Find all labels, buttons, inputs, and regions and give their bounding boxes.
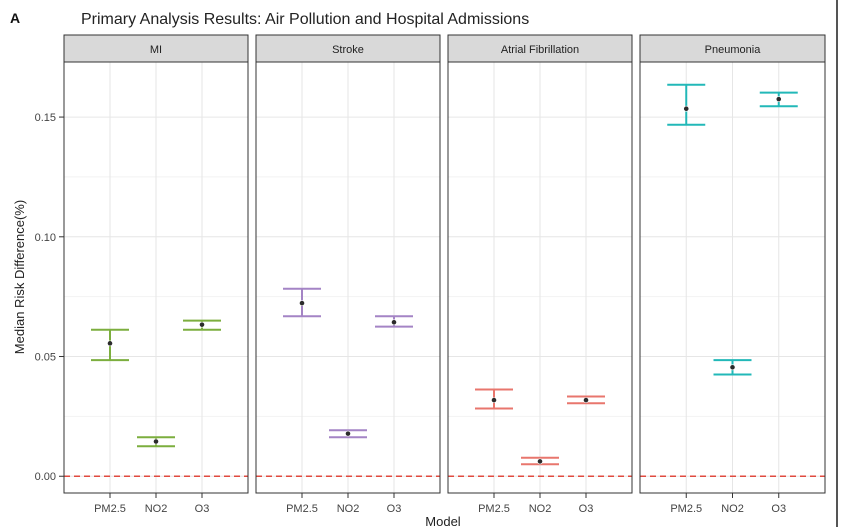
x-tick-label: PM2.5 [478, 503, 510, 515]
right-border [836, 0, 838, 527]
median-point [299, 300, 305, 307]
panel-strip-label: Atrial Fibrillation [501, 44, 579, 56]
x-tick-label: NO2 [529, 503, 552, 515]
median-point [153, 438, 159, 445]
x-tick-label: O3 [771, 503, 786, 515]
panel-strip [447, 34, 633, 63]
y-tick-label: 0.05 [35, 352, 56, 364]
x-tick-label: PM2.5 [286, 503, 318, 515]
x-axis-label: Model [425, 514, 461, 527]
panel-mi: MI PM2.5 NO2 O3 [63, 34, 249, 515]
panel-pneumonia: Pneumonia PM2.5 NO2 O3 [639, 34, 826, 515]
panel-letter: A [10, 10, 20, 26]
panel-atrial-fibrillation: Atrial Fibrillation PM2.5 NO2 O3 [447, 34, 633, 515]
y-axis: 0.00 0.05 0.10 0.15 [35, 112, 64, 483]
median-point [583, 397, 589, 403]
panel-strip-label: Pneumonia [705, 44, 762, 56]
panel-strip [255, 34, 441, 63]
chart-title: Primary Analysis Results: Air Pollution … [81, 11, 529, 28]
median-point [199, 321, 205, 328]
panel-border [447, 61, 633, 494]
panel-border [63, 61, 249, 494]
y-tick-label: 0.00 [35, 471, 56, 483]
x-tick-label: O3 [387, 503, 402, 515]
median-point [537, 458, 543, 465]
x-tick-label: O3 [579, 503, 594, 515]
median-point [775, 96, 782, 103]
panel-strip-label: Stroke [332, 44, 364, 56]
x-tick-label: NO2 [721, 503, 744, 515]
x-tick-label: NO2 [145, 503, 168, 515]
x-tick-label: PM2.5 [670, 503, 702, 515]
panel-strip [63, 34, 249, 63]
panel-stroke: Stroke PM2.5 NO2 O3 [255, 34, 441, 515]
median-point [729, 364, 736, 371]
x-tick-label: NO2 [337, 503, 360, 515]
y-tick-label: 0.10 [35, 232, 56, 244]
y-axis-label: Median Risk Difference(%) [12, 200, 27, 354]
panel-border [255, 61, 441, 494]
y-tick-label: 0.15 [35, 112, 56, 124]
median-point [391, 319, 397, 326]
panel-strip-label: MI [150, 44, 162, 56]
median-point [683, 105, 690, 112]
median-point [491, 397, 497, 403]
panel-border [639, 61, 826, 494]
median-point [107, 340, 113, 347]
x-tick-label: PM2.5 [94, 503, 126, 515]
median-point [345, 430, 351, 437]
x-tick-label: O3 [195, 503, 210, 515]
